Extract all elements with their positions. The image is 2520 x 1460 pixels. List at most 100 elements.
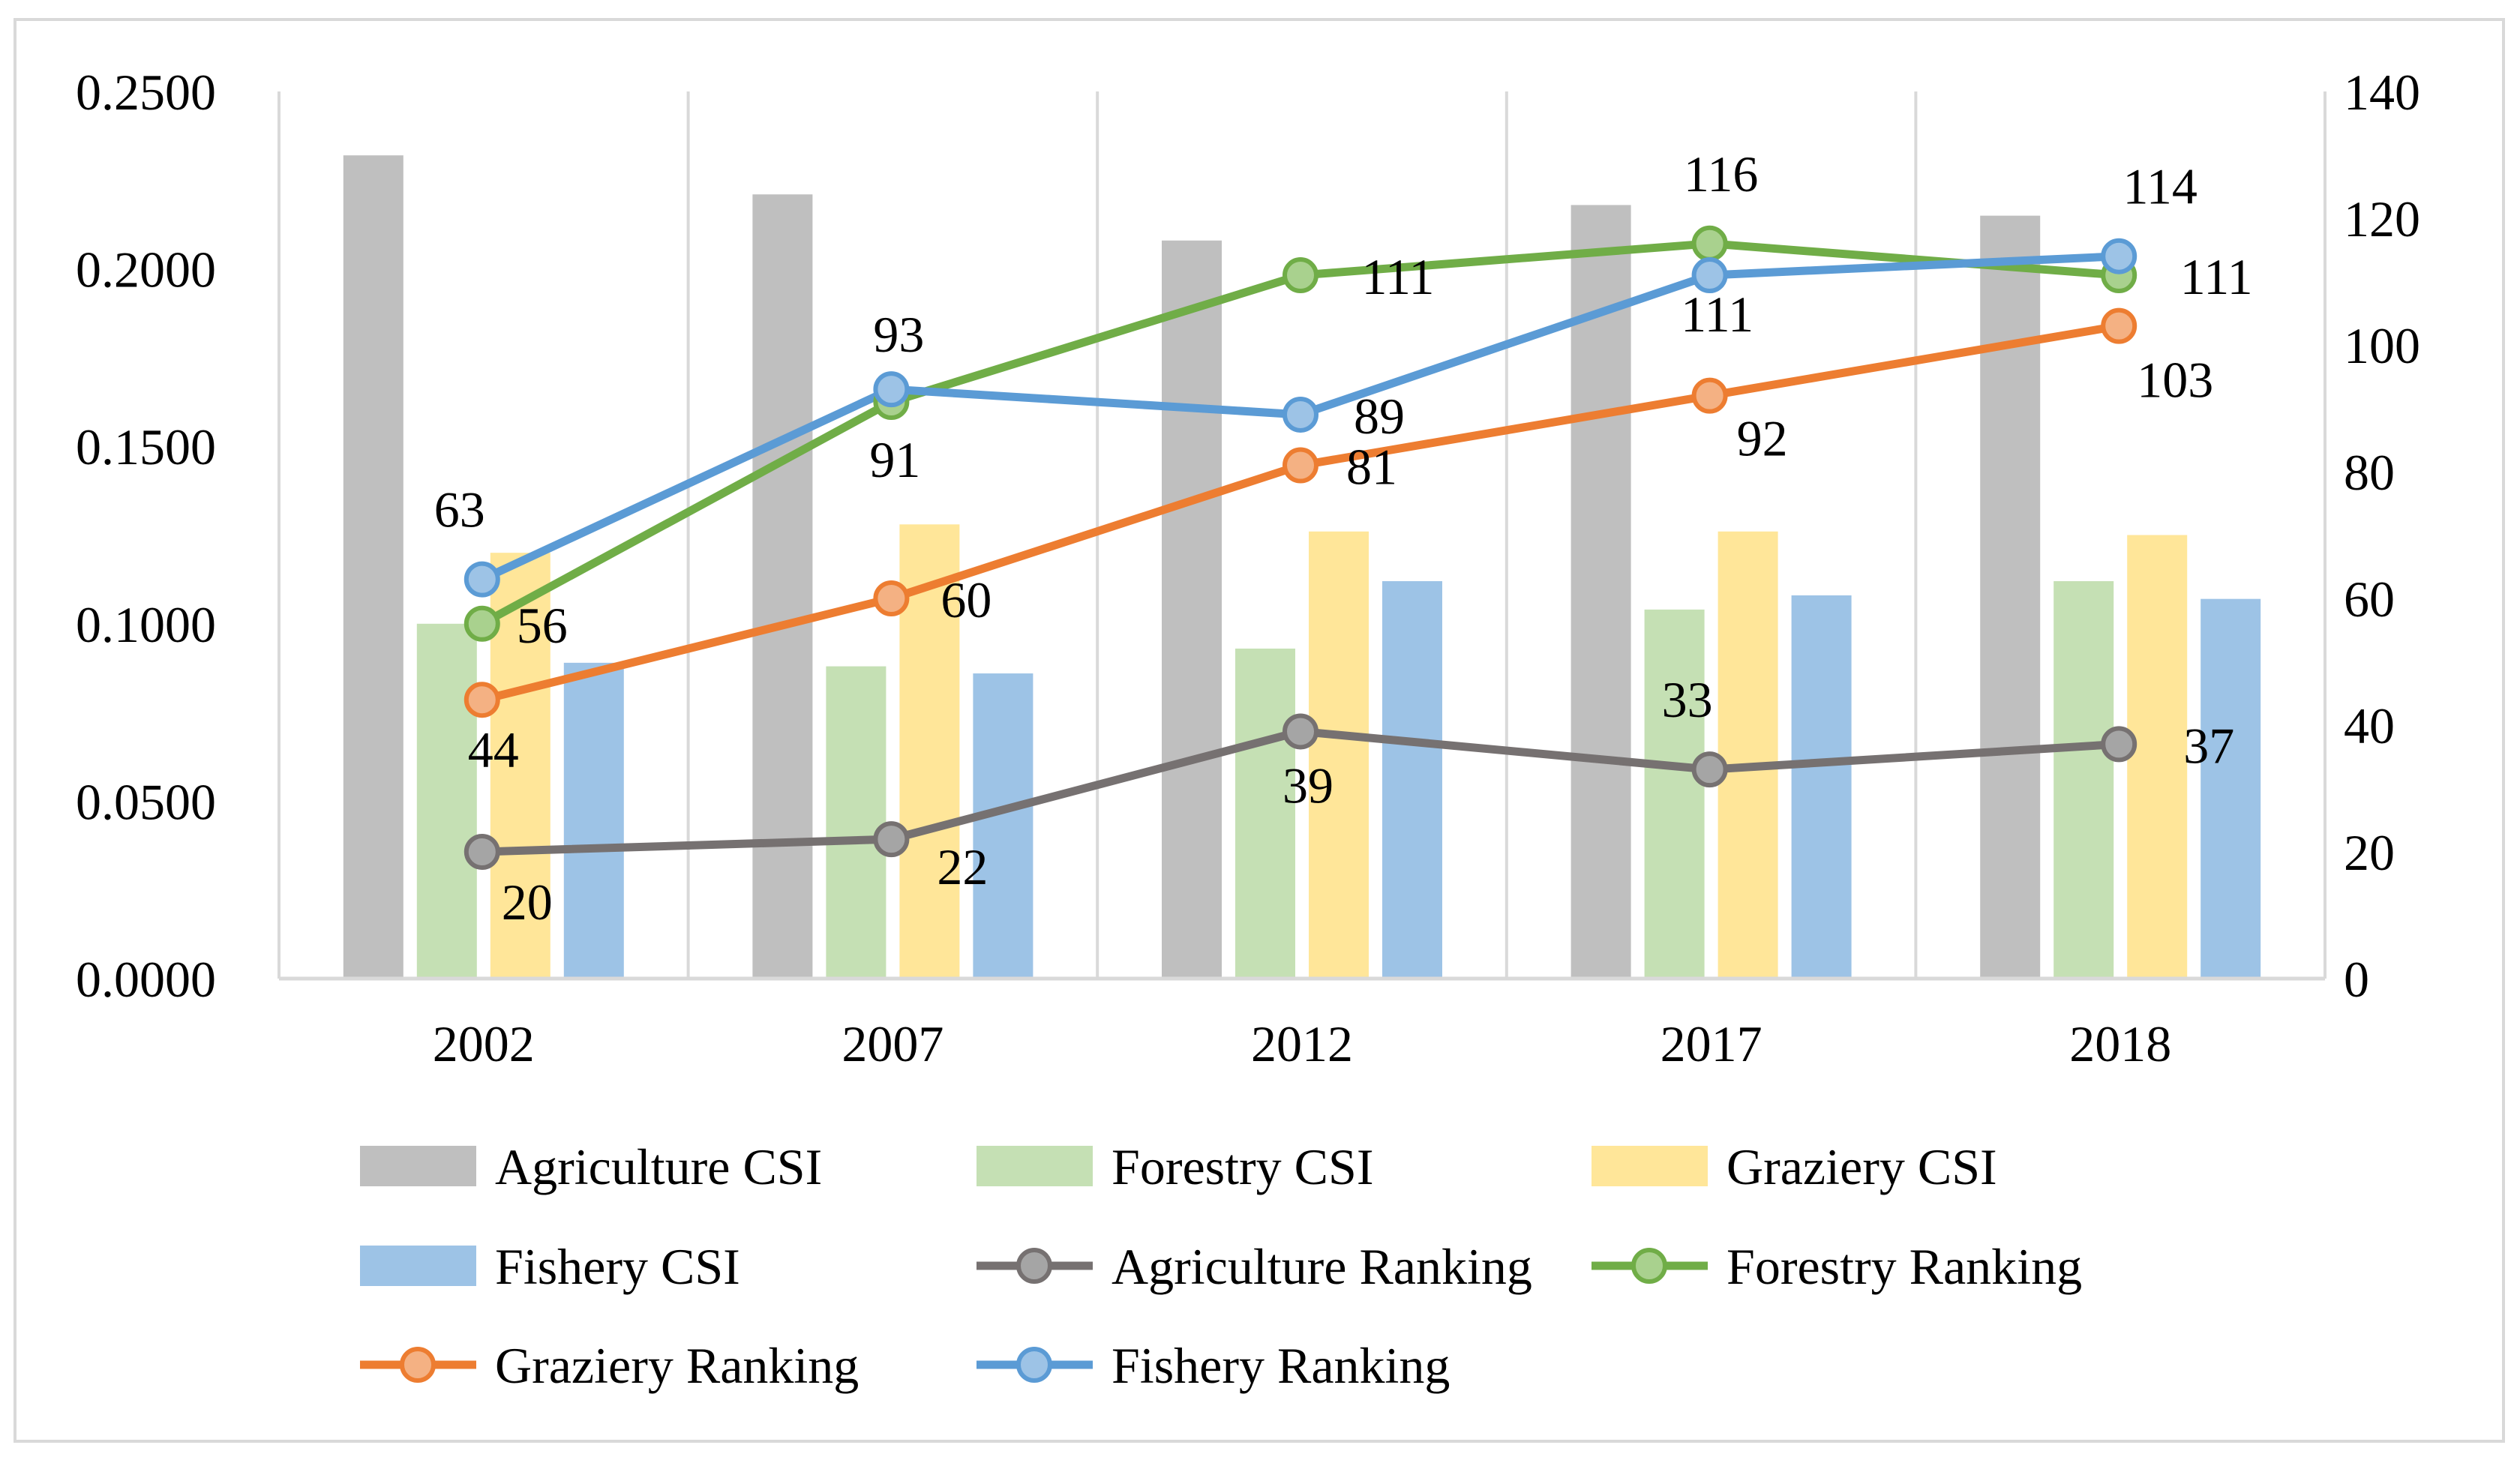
legend-item: Fishery CSI [360,1238,740,1295]
legend-item: Graziery CSI [1592,1138,1997,1195]
data-label-graziery-ranking: 60 [940,571,992,628]
bar-graziery-csi-2017 [1718,531,1778,979]
bar-forestry-csi-2002 [416,623,477,979]
left-axis-tick-label: 0.1000 [76,596,216,653]
data-labels: 20 22 39 33 37 56 91 111 116 111 44 60 81 92 103 63 93 89… [434,145,2253,931]
x-axis-tick-label: 2007 [842,1015,944,1072]
legend-label: Agriculture Ranking [1112,1238,1532,1295]
right-axis-tick-label: 60 [2344,571,2395,628]
data-label-fishery-ranking: 111 [1681,286,1754,343]
marker-graziery-ranking-2017 [1691,377,1728,414]
left-axis-tick-label: 0.0500 [76,773,216,830]
data-label-forestry-ranking: 91 [869,431,920,488]
bar-fishery-csi-2012 [1382,581,1442,979]
marker-fishery-ranking-2007 [873,371,910,408]
x-axis-tick-label: 2012 [1251,1015,1353,1072]
legend-label: Forestry Ranking [1726,1238,2082,1295]
marker-fishery-ranking-2002 [464,561,500,598]
data-label-graziery-ranking: 44 [468,721,519,778]
data-label-agriculture-ranking: 37 [2183,717,2234,774]
data-label-agriculture-ranking: 20 [502,874,553,931]
marker-agriculture-ranking-2002 [464,834,500,870]
legend-item: Agriculture Ranking [976,1238,1532,1295]
data-label-forestry-ranking: 56 [517,597,568,654]
bar-graziery-csi-2012 [1309,531,1369,979]
legend-swatch-marker [1016,1347,1052,1383]
legend-swatch-marker [1016,1248,1052,1284]
bar-graziery-csi-2002 [490,553,550,979]
legend-label: Graziery Ranking [495,1337,859,1394]
data-label-agriculture-ranking: 39 [1282,757,1334,814]
bar-agriculture-csi-2012 [1162,240,1222,979]
bar-agriculture-csi-2018 [1980,215,2041,979]
x-axis-tick-label: 2017 [1660,1015,1762,1072]
right-axis-tick-label: 120 [2344,190,2420,247]
legend-swatch [360,1146,476,1186]
legend-item: Forestry CSI [976,1138,1373,1195]
legend-label: Forestry CSI [1112,1138,1373,1195]
right-axis-tick-label: 140 [2344,64,2420,121]
data-label-forestry-ranking: 111 [1362,248,1435,305]
bar-forestry-csi-2017 [1644,609,1705,979]
left-axis-tick-label: 0.0000 [76,951,216,1008]
legend-item: Fishery Ranking [976,1337,1450,1394]
marker-graziery-ranking-2002 [464,682,500,718]
marker-fishery-ranking-2017 [1691,257,1728,294]
marker-fishery-ranking-2012 [1282,396,1318,433]
axes: 0.0000 0.0500 0.1000 0.1500 0.2000 0.2500 0 20 4… [76,64,2420,1072]
right-axis-tick-label: 0 [2344,951,2369,1008]
left-axis-tick-label: 0.2000 [76,241,216,298]
data-label-forestry-ranking: 116 [1684,145,1758,202]
bar-fishery-csi-2017 [1791,595,1852,979]
legend-swatch-marker [1631,1248,1667,1284]
bar-fishery-csi-2007 [973,673,1034,979]
bar-agriculture-csi-2007 [752,194,813,979]
marker-forestry-ranking-2017 [1691,225,1728,262]
left-axis-tick-label: 0.2500 [76,64,216,121]
right-axis-tick-label: 40 [2344,697,2395,754]
marker-fishery-ranking-2018 [2101,238,2138,274]
left-axis-tick-label: 0.1500 [76,418,216,475]
x-axis-tick-label: 2002 [433,1015,535,1072]
marker-graziery-ranking-2018 [2101,307,2138,344]
x-axis-tick-label: 2018 [2069,1015,2171,1072]
line-group [464,225,2138,870]
marker-agriculture-ranking-2017 [1691,751,1728,788]
legend-label: Fishery CSI [495,1238,740,1295]
bar-graziery-csi-2018 [2127,535,2188,979]
legend-label: Graziery CSI [1726,1138,1997,1195]
bar-fishery-csi-2002 [563,662,624,979]
marker-agriculture-ranking-2007 [873,821,910,858]
marker-forestry-ranking-2012 [1282,257,1318,294]
data-label-graziery-ranking: 81 [1346,439,1397,496]
bar-graziery-csi-2007 [899,524,960,979]
legend-label: Agriculture CSI [495,1138,822,1195]
marker-graziery-ranking-2007 [873,580,910,616]
gridlines [278,91,2326,979]
bar-fishery-csi-2018 [2200,598,2261,979]
marker-graziery-ranking-2012 [1282,447,1318,484]
data-label-graziery-ranking: 103 [2137,352,2213,409]
data-label-fishery-ranking: 93 [873,306,924,363]
data-label-fishery-ranking: 63 [434,481,485,538]
marker-agriculture-ranking-2018 [2101,726,2138,763]
legend-item: Forestry Ranking [1592,1238,2082,1295]
bar-forestry-csi-2018 [2054,581,2114,979]
data-label-forestry-ranking: 111 [2180,248,2253,305]
data-label-agriculture-ranking: 33 [1662,671,1713,728]
legend: Agriculture CSI Forestry CSI Graziery CSI F… [360,1138,2082,1394]
bar-forestry-csi-2012 [1235,648,1295,979]
data-label-fishery-ranking: 89 [1354,388,1405,445]
bar-forestry-csi-2007 [826,666,886,979]
right-axis-tick-label: 80 [2344,444,2395,501]
bar-agriculture-csi-2017 [1570,205,1631,979]
legend-item: Agriculture CSI [360,1138,822,1195]
legend-swatch [360,1246,476,1286]
marker-forestry-ranking-2002 [464,605,500,642]
marker-agriculture-ranking-2012 [1282,713,1318,750]
legend-label: Fishery Ranking [1112,1337,1450,1394]
data-label-graziery-ranking: 92 [1737,410,1788,467]
right-axis-tick-label: 20 [2344,824,2395,881]
